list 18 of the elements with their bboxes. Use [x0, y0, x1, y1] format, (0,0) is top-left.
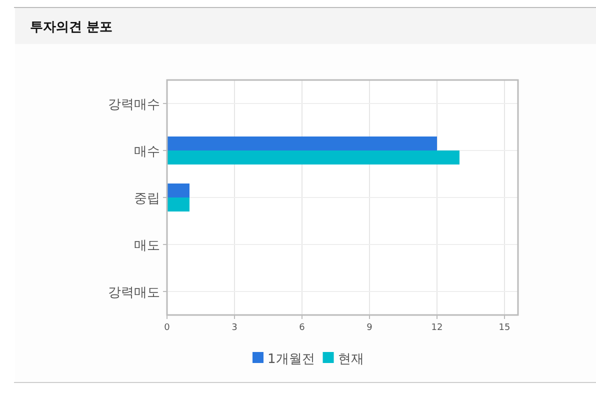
- y-tick-label: 매수: [134, 144, 160, 160]
- x-tick-label: 0: [164, 323, 170, 333]
- x-tick-label: 3: [232, 323, 238, 333]
- chart-title: 투자의견 분포: [30, 20, 113, 35]
- y-tick-label: 매도: [134, 238, 160, 254]
- x-tick-label: 12: [431, 323, 443, 333]
- bar: [167, 136, 437, 150]
- x-tick-label: 15: [498, 323, 510, 333]
- y-tick-label: 강력매수: [108, 98, 160, 112]
- bar: [167, 150, 460, 164]
- x-tick-label: 9: [366, 323, 373, 333]
- x-tick-label: 6: [299, 323, 306, 333]
- bar: [167, 198, 190, 212]
- legend-label: 1개월전: [268, 352, 315, 367]
- y-tick-label: 중립: [134, 192, 160, 206]
- bar: [167, 184, 190, 198]
- legend-label: 현재: [338, 352, 364, 367]
- y-tick-label: 강력매도: [108, 286, 160, 300]
